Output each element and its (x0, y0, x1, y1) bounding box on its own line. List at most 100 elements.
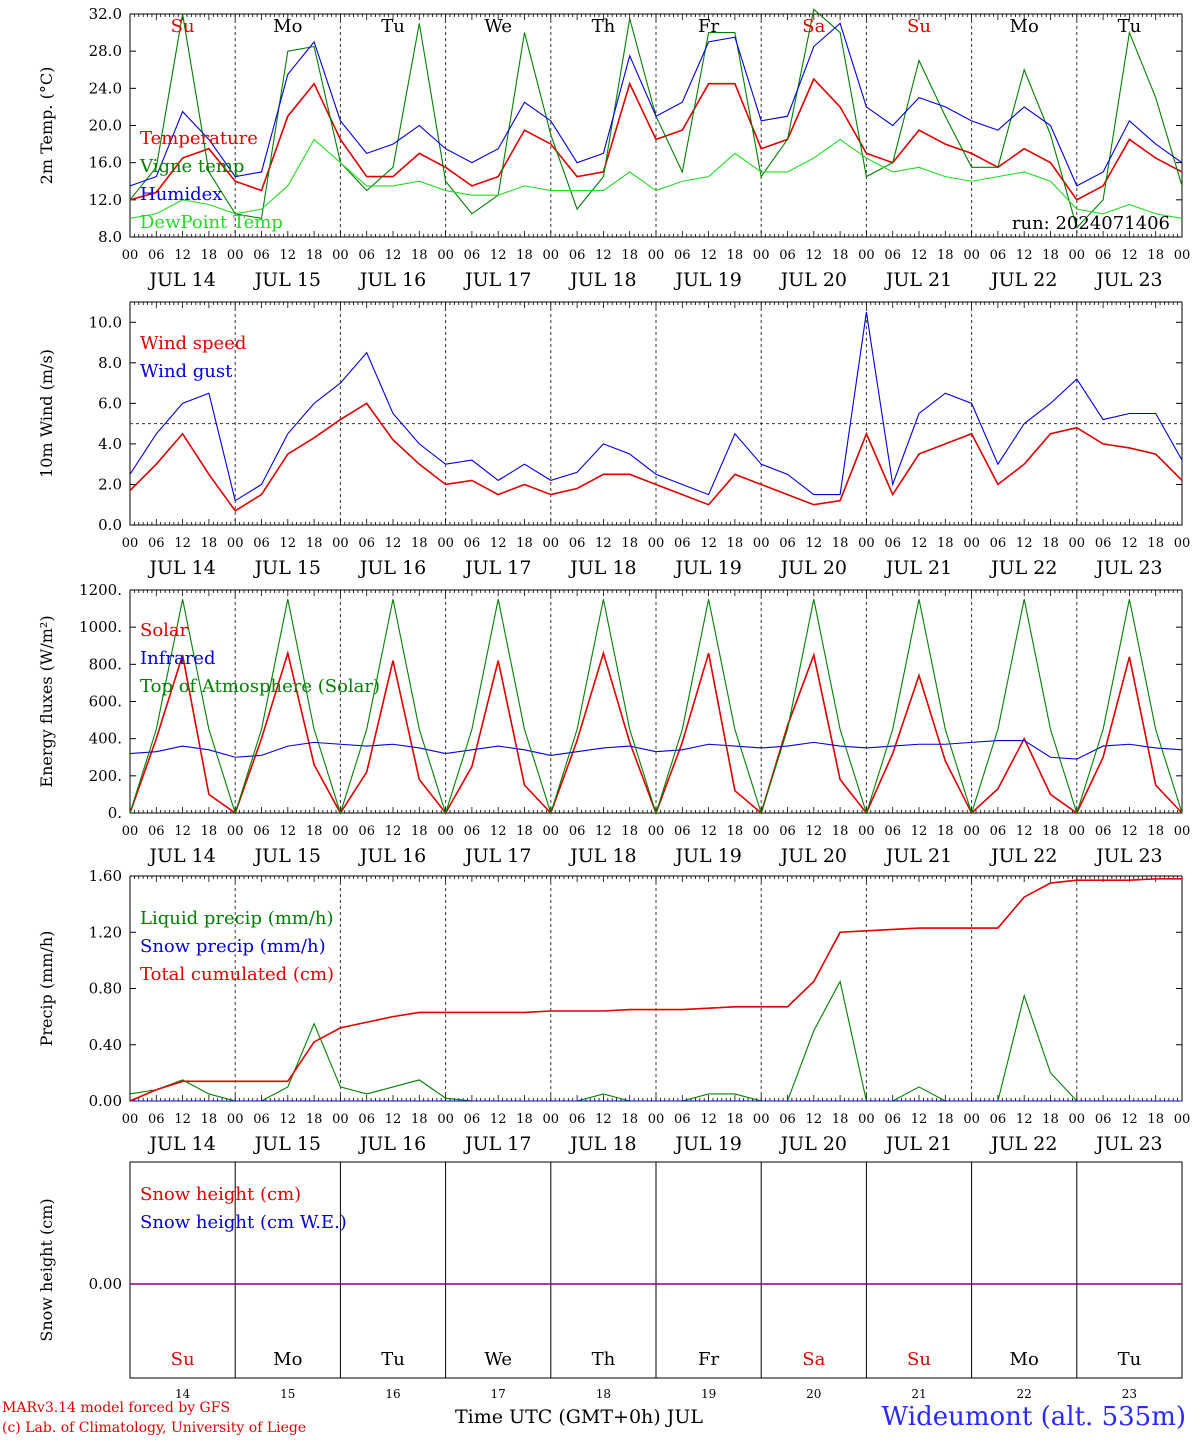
y-tick-label: 0.00 (89, 1275, 122, 1293)
date-number: 14 (175, 1387, 191, 1401)
hour-label: 18 (201, 248, 218, 263)
hour-label: 12 (911, 824, 928, 839)
y-tick-label: 16.0 (89, 154, 122, 172)
date-label: JUL 23 (1094, 269, 1162, 291)
date-label: JUL 23 (1094, 1133, 1162, 1155)
panel-frame (129, 13, 1183, 238)
y-tick-label: 4.0 (98, 435, 122, 453)
hour-label: 18 (727, 1112, 744, 1127)
date-label: JUL 14 (147, 1133, 215, 1155)
y-tick-label: 400. (89, 730, 122, 748)
y-tick-label: 0.40 (89, 1036, 122, 1054)
y-tick-label: 0.80 (89, 980, 122, 998)
hour-label: 00 (963, 248, 980, 263)
hour-label: 18 (937, 824, 954, 839)
hour-label: 06 (148, 536, 165, 551)
legend-entry: Solar (140, 620, 189, 641)
hour-label: 12 (700, 824, 717, 839)
date-label: JUL 17 (463, 269, 531, 291)
date-label: JUL 15 (253, 269, 321, 291)
hour-label: 00 (332, 536, 349, 551)
hour-label: 00 (122, 1112, 139, 1127)
hour-label: 12 (911, 536, 928, 551)
legend-entry: Wind speed (140, 333, 246, 354)
lab-credit: (c) Lab. of Climatology, University of L… (2, 1420, 307, 1436)
hour-label: 00 (122, 248, 139, 263)
date-label: JUL 23 (1094, 557, 1162, 579)
hour-label: 18 (937, 536, 954, 551)
hour-label: 12 (385, 536, 402, 551)
day-name: Th (592, 1349, 616, 1370)
hour-label: 12 (700, 536, 717, 551)
hour-label: 18 (306, 248, 323, 263)
hour-label: 00 (1174, 536, 1191, 551)
y-tick-label: 1200. (79, 581, 122, 599)
hour-label: 06 (990, 1112, 1007, 1127)
date-number: 23 (1122, 1387, 1137, 1401)
date-number: 22 (1017, 1387, 1032, 1401)
date-number: 16 (385, 1387, 400, 1401)
date-label: JUL 21 (884, 845, 952, 867)
hour-label: 06 (358, 1112, 375, 1127)
hour-label: 18 (1042, 1112, 1059, 1127)
hour-label: 06 (779, 1112, 796, 1127)
hour-label: 00 (858, 248, 875, 263)
day-name: Su (907, 16, 931, 37)
hour-label: 00 (753, 536, 770, 551)
hour-label: 12 (280, 536, 297, 551)
hour-label: 18 (832, 824, 849, 839)
hour-label: 18 (1147, 536, 1164, 551)
y-tick-label: 1.60 (89, 867, 122, 885)
date-label: JUL 15 (253, 1133, 321, 1155)
hour-label: 12 (490, 248, 507, 263)
hour-label: 06 (990, 536, 1007, 551)
date-label: JUL 20 (779, 557, 847, 579)
date-label: JUL 18 (568, 269, 636, 291)
hour-label: 12 (1121, 248, 1138, 263)
legend-entry: Vigne temp (139, 156, 244, 177)
legend-entry: Snow height (cm W.E.) (140, 1212, 347, 1233)
date-label: JUL 15 (253, 845, 321, 867)
y-tick-label: 0. (108, 804, 122, 822)
date-label: JUL 17 (463, 845, 531, 867)
hour-label: 06 (674, 248, 691, 263)
hour-label: 12 (385, 1112, 402, 1127)
hour-label: 00 (858, 536, 875, 551)
hour-label: 06 (674, 1112, 691, 1127)
hour-label: 12 (1016, 536, 1033, 551)
date-label: JUL 20 (779, 269, 847, 291)
hour-label: 12 (174, 248, 191, 263)
hour-label: 00 (1069, 1112, 1086, 1127)
hour-label: 12 (490, 1112, 507, 1127)
station-name: Wideumont (alt. 535m) (881, 1402, 1186, 1432)
hour-label: 12 (280, 248, 297, 263)
hour-label: 06 (148, 248, 165, 263)
hour-label: 18 (727, 248, 744, 263)
hour-label: 06 (674, 536, 691, 551)
series-line-wind-speed (129, 402, 1183, 512)
day-name: Su (171, 1349, 195, 1370)
hour-label: 00 (332, 824, 349, 839)
date-label: JUL 20 (779, 845, 847, 867)
y-tick-label: 8.0 (98, 354, 122, 372)
date-label: JUL 21 (884, 1133, 952, 1155)
hour-label: 00 (122, 536, 139, 551)
date-label: JUL 22 (989, 557, 1057, 579)
hour-label: 06 (569, 536, 586, 551)
hour-label: 18 (1147, 1112, 1164, 1127)
y-tick-label: 12.0 (89, 191, 122, 209)
panel-frame (129, 589, 1183, 814)
hour-label: 18 (201, 824, 218, 839)
hour-label: 12 (174, 824, 191, 839)
hour-label: 18 (621, 1112, 638, 1127)
hour-label: 06 (464, 536, 481, 551)
date-label: JUL 22 (989, 269, 1057, 291)
hour-label: 18 (621, 536, 638, 551)
hour-label: 06 (358, 248, 375, 263)
y-tick-label: 2.0 (98, 475, 122, 493)
hour-label: 00 (648, 824, 665, 839)
hour-label: 06 (674, 824, 691, 839)
date-label: JUL 21 (884, 557, 952, 579)
legend-entry: Wind gust (140, 361, 233, 382)
legend-entry: Snow height (cm) (140, 1184, 301, 1205)
